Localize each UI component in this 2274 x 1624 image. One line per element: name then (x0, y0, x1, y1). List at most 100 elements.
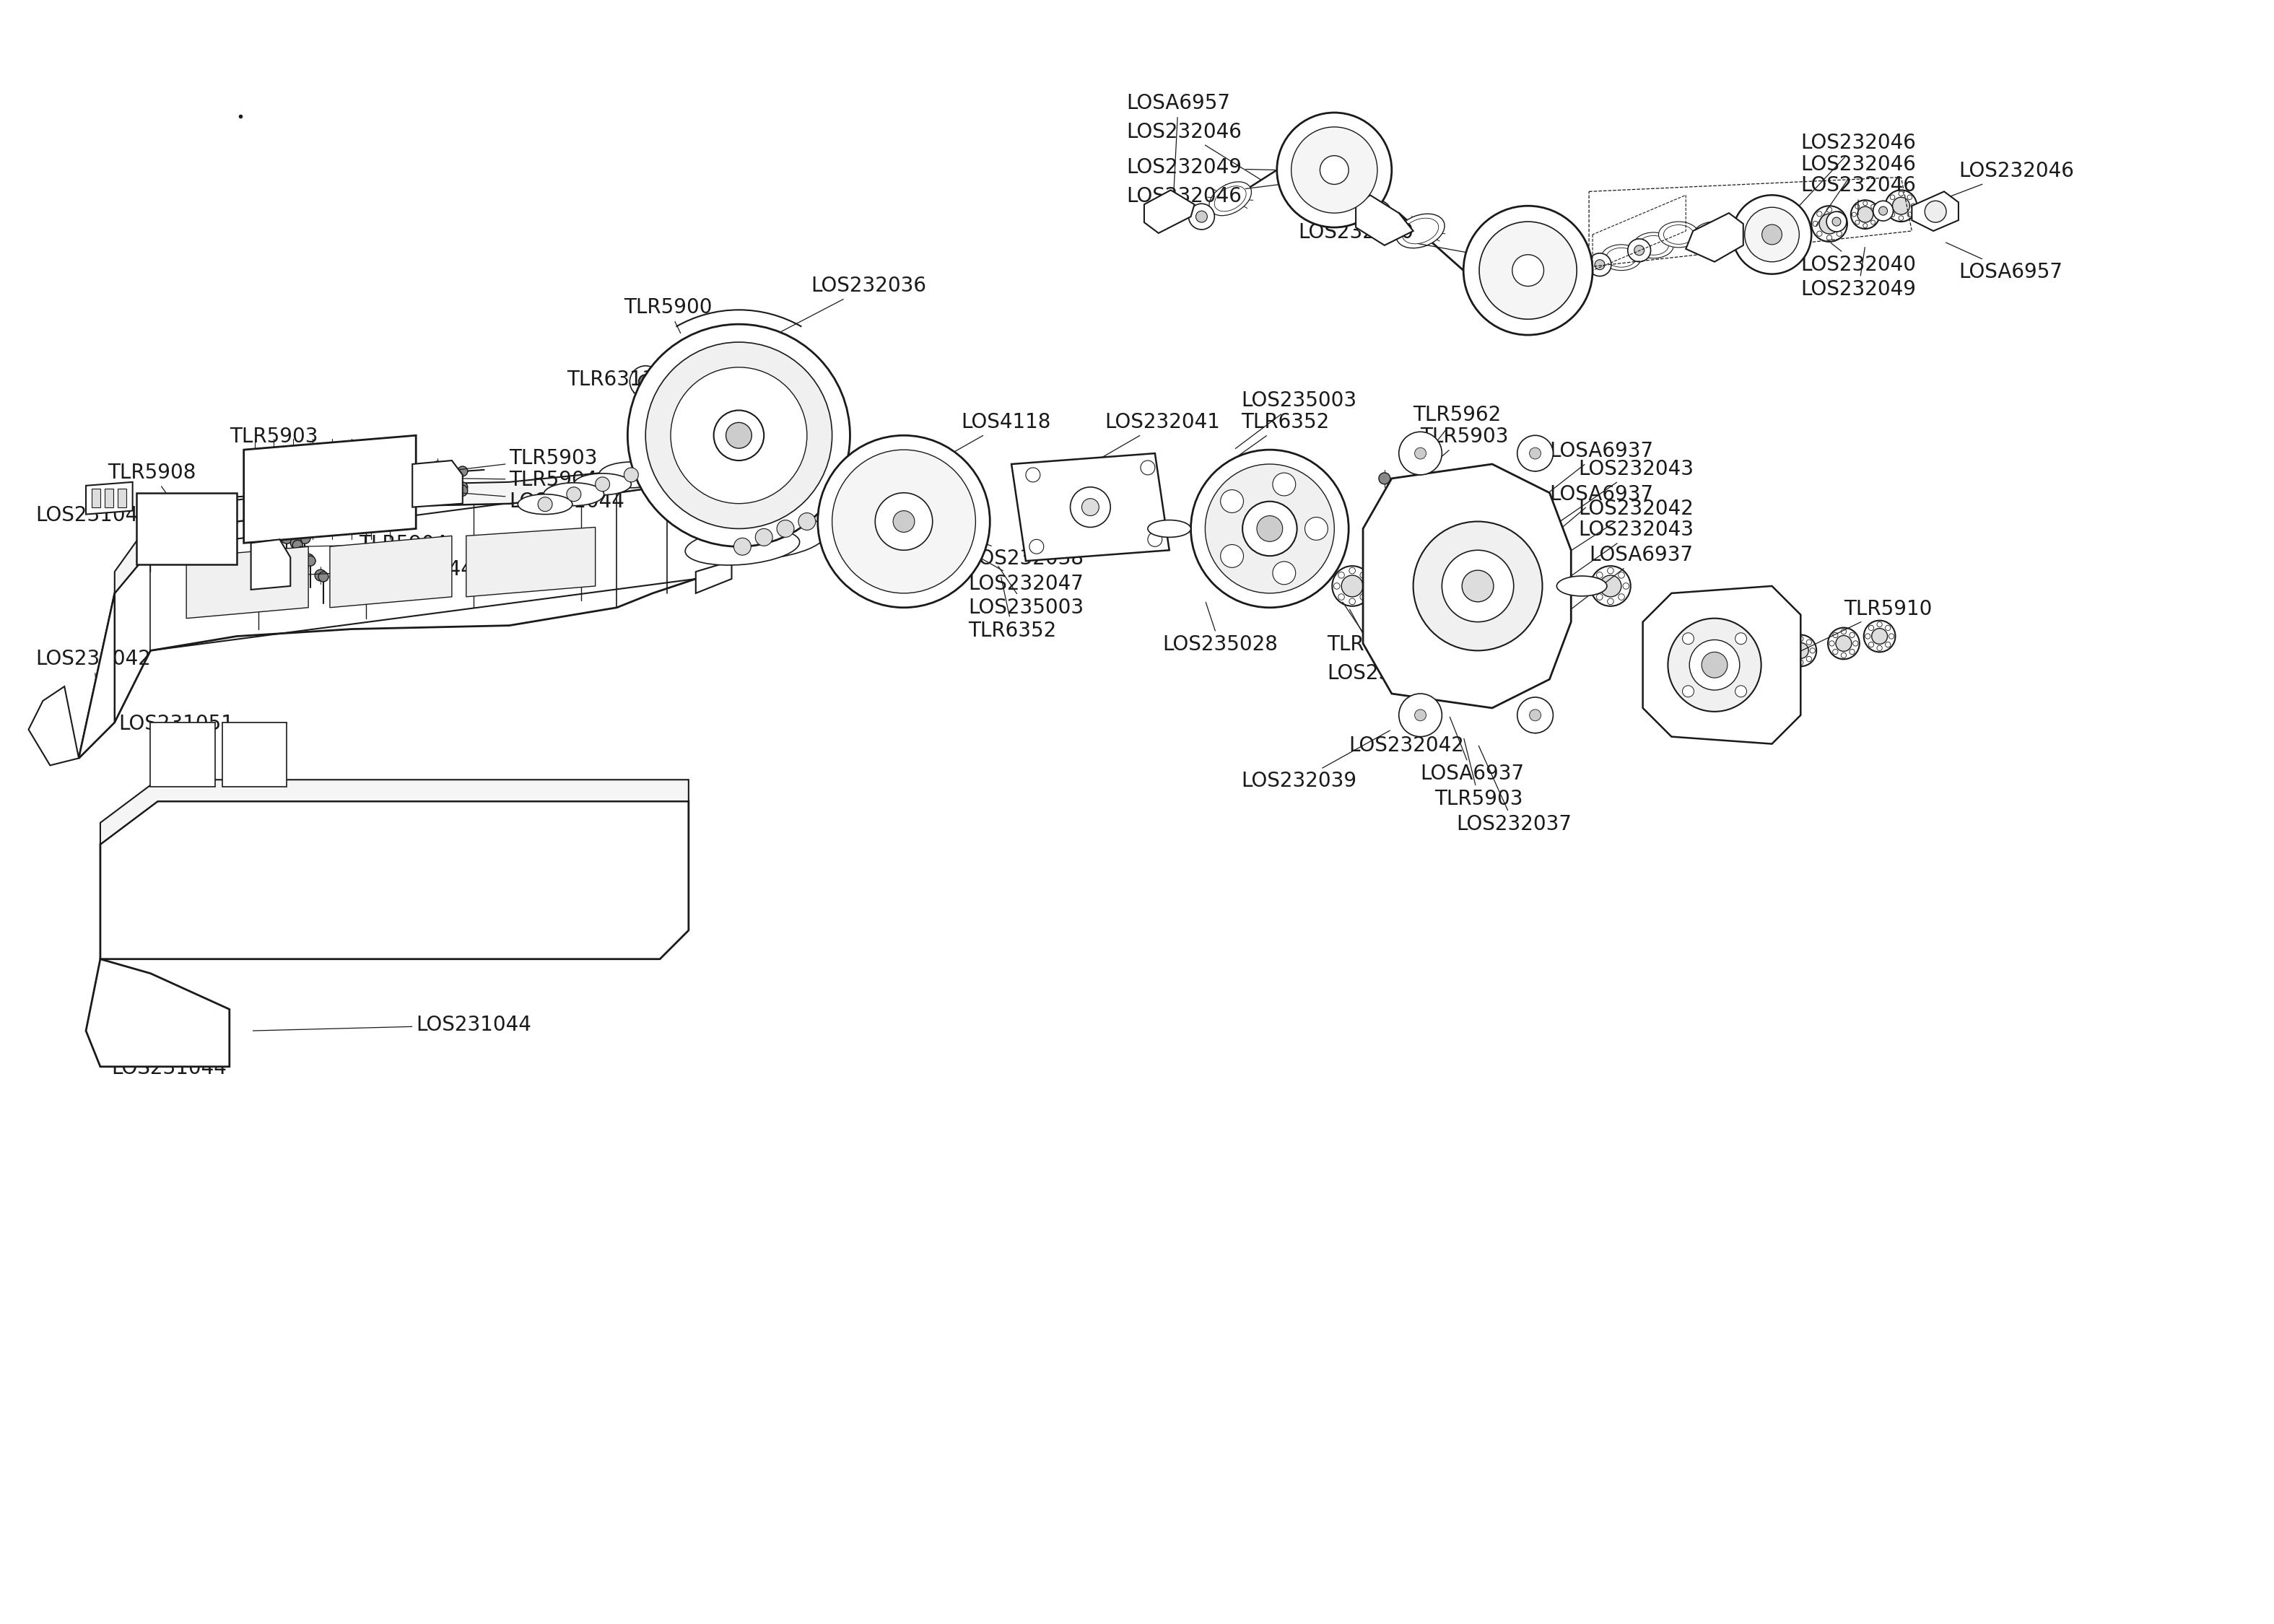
Ellipse shape (518, 494, 573, 515)
Circle shape (264, 533, 275, 544)
Polygon shape (118, 489, 125, 507)
Circle shape (1874, 213, 1878, 216)
Circle shape (1414, 710, 1426, 721)
Circle shape (1862, 201, 1867, 206)
Circle shape (296, 861, 307, 872)
Circle shape (1876, 645, 1883, 651)
Text: LOS231044: LOS231044 (36, 505, 159, 531)
Polygon shape (1355, 195, 1412, 245)
Polygon shape (150, 723, 216, 788)
Circle shape (1810, 648, 1815, 653)
Polygon shape (105, 489, 114, 507)
Text: TLR5904: TLR5904 (462, 469, 598, 490)
Circle shape (1278, 112, 1392, 227)
Circle shape (1517, 435, 1553, 471)
Circle shape (1785, 635, 1817, 666)
Text: LOSA6957: LOSA6957 (1126, 93, 1230, 208)
Circle shape (443, 473, 455, 484)
Circle shape (1071, 487, 1110, 528)
Ellipse shape (684, 528, 800, 565)
Circle shape (1608, 567, 1615, 573)
Circle shape (894, 510, 914, 533)
Text: LOS232037: LOS232037 (1455, 745, 1571, 835)
Circle shape (1292, 127, 1378, 213)
Circle shape (1590, 565, 1630, 606)
Circle shape (1842, 653, 1846, 658)
Text: TLR5908: TLR5908 (107, 463, 196, 520)
Text: LOS231044: LOS231044 (293, 559, 473, 580)
Text: LOSA6937: LOSA6937 (1421, 718, 1524, 784)
Text: TLR5903: TLR5903 (459, 448, 598, 469)
Circle shape (457, 482, 468, 492)
Circle shape (305, 555, 316, 565)
Polygon shape (100, 780, 689, 844)
Polygon shape (136, 492, 236, 565)
Circle shape (1537, 624, 1549, 635)
Text: LOS231042: LOS231042 (36, 650, 150, 684)
Circle shape (1148, 533, 1162, 547)
Text: LOS232043: LOS232043 (1558, 520, 1694, 585)
Circle shape (1799, 637, 1803, 641)
Circle shape (1828, 627, 1860, 659)
Ellipse shape (1658, 221, 1699, 247)
Text: LOS231051: LOS231051 (118, 713, 234, 734)
Text: LOSA6937: LOSA6937 (1537, 484, 1653, 549)
Circle shape (432, 479, 441, 489)
Circle shape (639, 375, 653, 388)
Text: TLR5962: TLR5962 (1328, 603, 1414, 654)
Circle shape (1242, 502, 1296, 555)
Circle shape (1833, 218, 1842, 226)
Circle shape (1865, 620, 1894, 653)
Circle shape (1837, 211, 1842, 216)
Circle shape (1196, 211, 1207, 222)
Circle shape (1872, 205, 1876, 209)
Circle shape (282, 533, 293, 544)
Text: LOS232037: LOS232037 (1328, 609, 1442, 684)
Circle shape (1792, 643, 1808, 658)
Circle shape (1624, 583, 1628, 590)
Circle shape (1462, 570, 1494, 603)
Text: LOS231044: LOS231044 (293, 849, 539, 870)
Circle shape (1876, 622, 1883, 627)
Circle shape (198, 853, 209, 864)
Polygon shape (1685, 213, 1744, 261)
Circle shape (1890, 213, 1894, 218)
Circle shape (1701, 653, 1728, 677)
Text: LOSA6937: LOSA6937 (1565, 546, 1694, 614)
Ellipse shape (1694, 221, 1735, 250)
Circle shape (1394, 487, 1405, 499)
Circle shape (1464, 206, 1592, 335)
Text: LOS235028: LOS235028 (1162, 603, 1278, 654)
Circle shape (1885, 641, 1890, 648)
Text: LOS232047: LOS232047 (955, 544, 1085, 594)
Circle shape (457, 466, 468, 476)
Circle shape (1924, 201, 1947, 222)
Circle shape (1635, 245, 1644, 255)
Polygon shape (1362, 464, 1571, 708)
Circle shape (1837, 231, 1842, 237)
Text: LOS232042: LOS232042 (1551, 499, 1694, 564)
Circle shape (1360, 594, 1367, 599)
Circle shape (1869, 641, 1874, 648)
Polygon shape (696, 560, 732, 593)
Circle shape (735, 538, 750, 555)
Circle shape (1608, 598, 1615, 604)
Circle shape (1862, 224, 1867, 227)
Circle shape (639, 375, 653, 388)
Circle shape (1858, 206, 1874, 222)
Circle shape (1812, 206, 1846, 242)
Text: LOS232041: LOS232041 (1092, 412, 1221, 463)
Circle shape (1733, 195, 1812, 274)
Circle shape (282, 838, 293, 849)
Circle shape (1333, 583, 1339, 590)
Circle shape (1856, 205, 1860, 209)
Circle shape (1851, 200, 1881, 229)
Circle shape (875, 492, 932, 551)
Text: LOS232040: LOS232040 (1801, 244, 1917, 274)
Text: LOS232046: LOS232046 (1947, 161, 2074, 198)
Ellipse shape (598, 461, 664, 487)
Circle shape (1683, 685, 1694, 697)
Circle shape (1512, 255, 1544, 286)
Polygon shape (1912, 192, 1958, 231)
Polygon shape (186, 547, 309, 619)
